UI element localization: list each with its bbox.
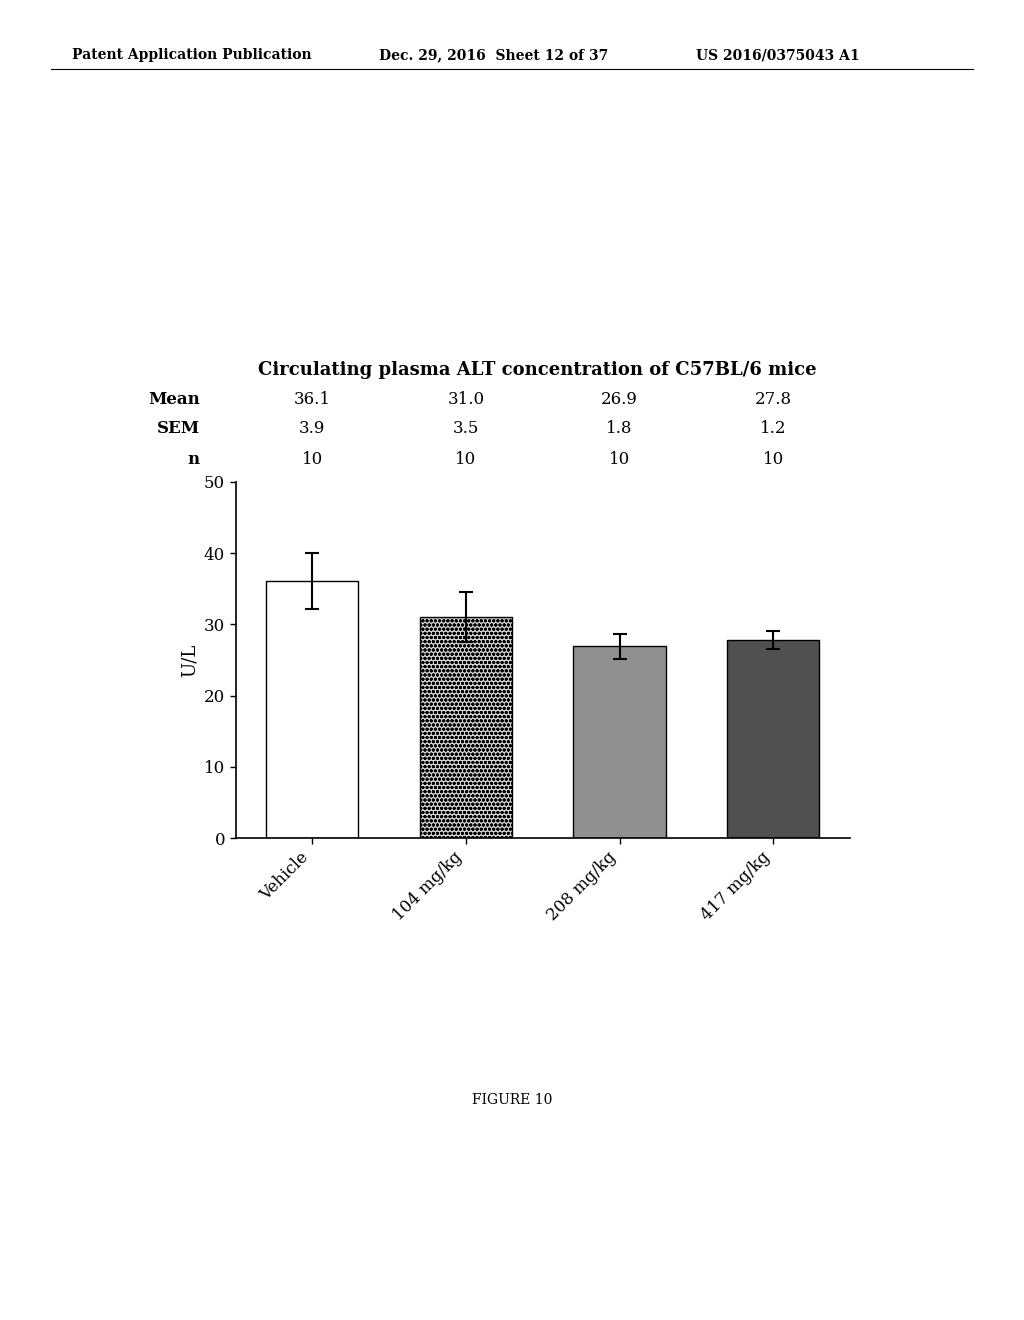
Text: 26.9: 26.9 — [601, 392, 638, 408]
Text: Dec. 29, 2016  Sheet 12 of 37: Dec. 29, 2016 Sheet 12 of 37 — [379, 49, 608, 62]
Text: US 2016/0375043 A1: US 2016/0375043 A1 — [696, 49, 860, 62]
Text: 10: 10 — [609, 451, 630, 467]
Text: 31.0: 31.0 — [447, 392, 484, 408]
Bar — [727, 640, 819, 838]
Y-axis label: U/L: U/L — [180, 643, 199, 677]
Bar — [573, 647, 666, 838]
Text: 1.2: 1.2 — [760, 421, 786, 437]
Text: 10: 10 — [763, 451, 783, 467]
Text: 36.1: 36.1 — [294, 392, 331, 408]
Text: 3.5: 3.5 — [453, 421, 479, 437]
Bar — [266, 581, 358, 838]
Text: 27.8: 27.8 — [755, 392, 792, 408]
Text: 1.8: 1.8 — [606, 421, 633, 437]
Text: FIGURE 10: FIGURE 10 — [472, 1093, 552, 1106]
Text: 10: 10 — [302, 451, 323, 467]
Text: n: n — [187, 451, 200, 467]
Bar — [420, 618, 512, 838]
Text: SEM: SEM — [157, 421, 200, 437]
Text: Circulating plasma ALT concentration of C57BL/6 mice: Circulating plasma ALT concentration of … — [258, 360, 817, 379]
Text: Patent Application Publication: Patent Application Publication — [72, 49, 311, 62]
Text: 10: 10 — [456, 451, 476, 467]
Text: Mean: Mean — [147, 392, 200, 408]
Text: 3.9: 3.9 — [299, 421, 326, 437]
